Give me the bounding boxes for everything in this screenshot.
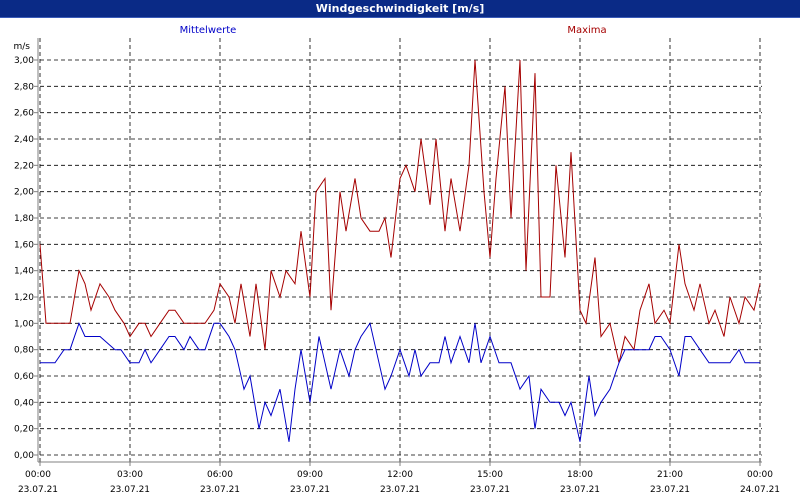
- y-tick-label: 2,20: [14, 161, 34, 171]
- series-line-mittelwerte: [40, 321, 760, 442]
- y-tick-label: 1,20: [14, 293, 34, 303]
- legend-max: Maxima: [567, 25, 606, 36]
- x-tick-date: 23.07.21: [380, 485, 420, 495]
- x-tick-time: 06:00: [207, 470, 233, 480]
- x-tick-date: 23.07.21: [650, 485, 690, 495]
- x-axis-ticks: 00:00 23.07.21 03:00 23.07.21 06:00 23.07.21 0…: [18, 462, 780, 495]
- x-tick-time: 15:00: [477, 470, 503, 480]
- y-tick-label: 0,60: [14, 372, 34, 382]
- legend-mean: Mittelwerte: [180, 25, 237, 36]
- y-tick-label: 2,60: [14, 109, 34, 119]
- x-tick-time: 09:00: [297, 470, 323, 480]
- y-tick-label: 2,80: [14, 82, 34, 92]
- x-tick-date: 23.07.21: [560, 485, 600, 495]
- y-tick-label: 1,80: [14, 214, 34, 224]
- y-tick-label: 0,20: [14, 425, 34, 435]
- y-tick-label: 3,00: [14, 56, 34, 66]
- y-tick-label: 2,40: [14, 135, 34, 145]
- y-tick-label: 0,40: [14, 398, 34, 408]
- x-tick-date: 23.07.21: [470, 485, 510, 495]
- x-tick-date: 23.07.21: [18, 485, 58, 495]
- x-tick-time: 00:00: [25, 470, 51, 480]
- y-tick-label: 1,60: [14, 240, 34, 250]
- series-line-maxima: [39, 59, 761, 363]
- y-tick-label: 1,00: [14, 319, 34, 329]
- series-layer: [39, 59, 761, 442]
- y-axis-unit: m/s: [14, 42, 31, 52]
- y-tick-label: 1,40: [14, 267, 34, 277]
- y-tick-label: 2,00: [14, 188, 34, 198]
- x-tick-time: 18:00: [567, 470, 593, 480]
- y-tick-label: 0,00: [14, 451, 34, 461]
- x-tick-date: 23.07.21: [290, 485, 330, 495]
- y-axis-ticks: 0,00 0,20 0,40 0,60 0,80 1,00 1,20 1,40 1,60 1,80…: [14, 56, 38, 461]
- x-tick-time: 21:00: [657, 470, 683, 480]
- y-tick-label: 0,80: [14, 346, 34, 356]
- x-tick-date: 23.07.21: [110, 485, 150, 495]
- window-title: Windgeschwindigkeit [m/s]: [0, 0, 800, 18]
- x-tick-time: 00:00: [747, 470, 773, 480]
- x-tick-date: 23.07.21: [200, 485, 240, 495]
- x-tick-time: 12:00: [387, 470, 413, 480]
- x-tick-time: 03:00: [117, 470, 143, 480]
- x-tick-date: 24.07.21: [740, 485, 780, 495]
